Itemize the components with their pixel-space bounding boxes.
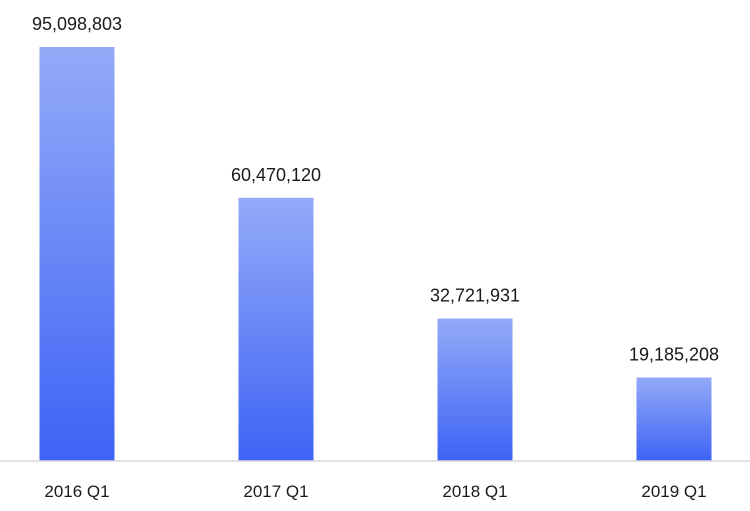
- data-label: 32,721,931: [430, 286, 520, 306]
- bar-2019-q1: [636, 377, 712, 461]
- data-label: 19,185,208: [629, 344, 719, 364]
- x-tick-label: 2019 Q1: [641, 482, 706, 501]
- data-label: 95,098,803: [32, 14, 122, 34]
- bars-group: [39, 47, 712, 461]
- x-tick-label: 2018 Q1: [442, 482, 507, 501]
- x-tick-label: 2017 Q1: [243, 482, 308, 501]
- bar-2017-q1: [238, 197, 314, 461]
- labels-group: 95,098,803 2016 Q1 60,470,120 2017 Q1 32,721…: [32, 14, 719, 501]
- data-label: 60,470,120: [231, 165, 321, 185]
- x-tick-label: 2016 Q1: [44, 482, 109, 501]
- bar-2018-q1: [437, 318, 513, 461]
- bar-2016-q1: [39, 47, 115, 461]
